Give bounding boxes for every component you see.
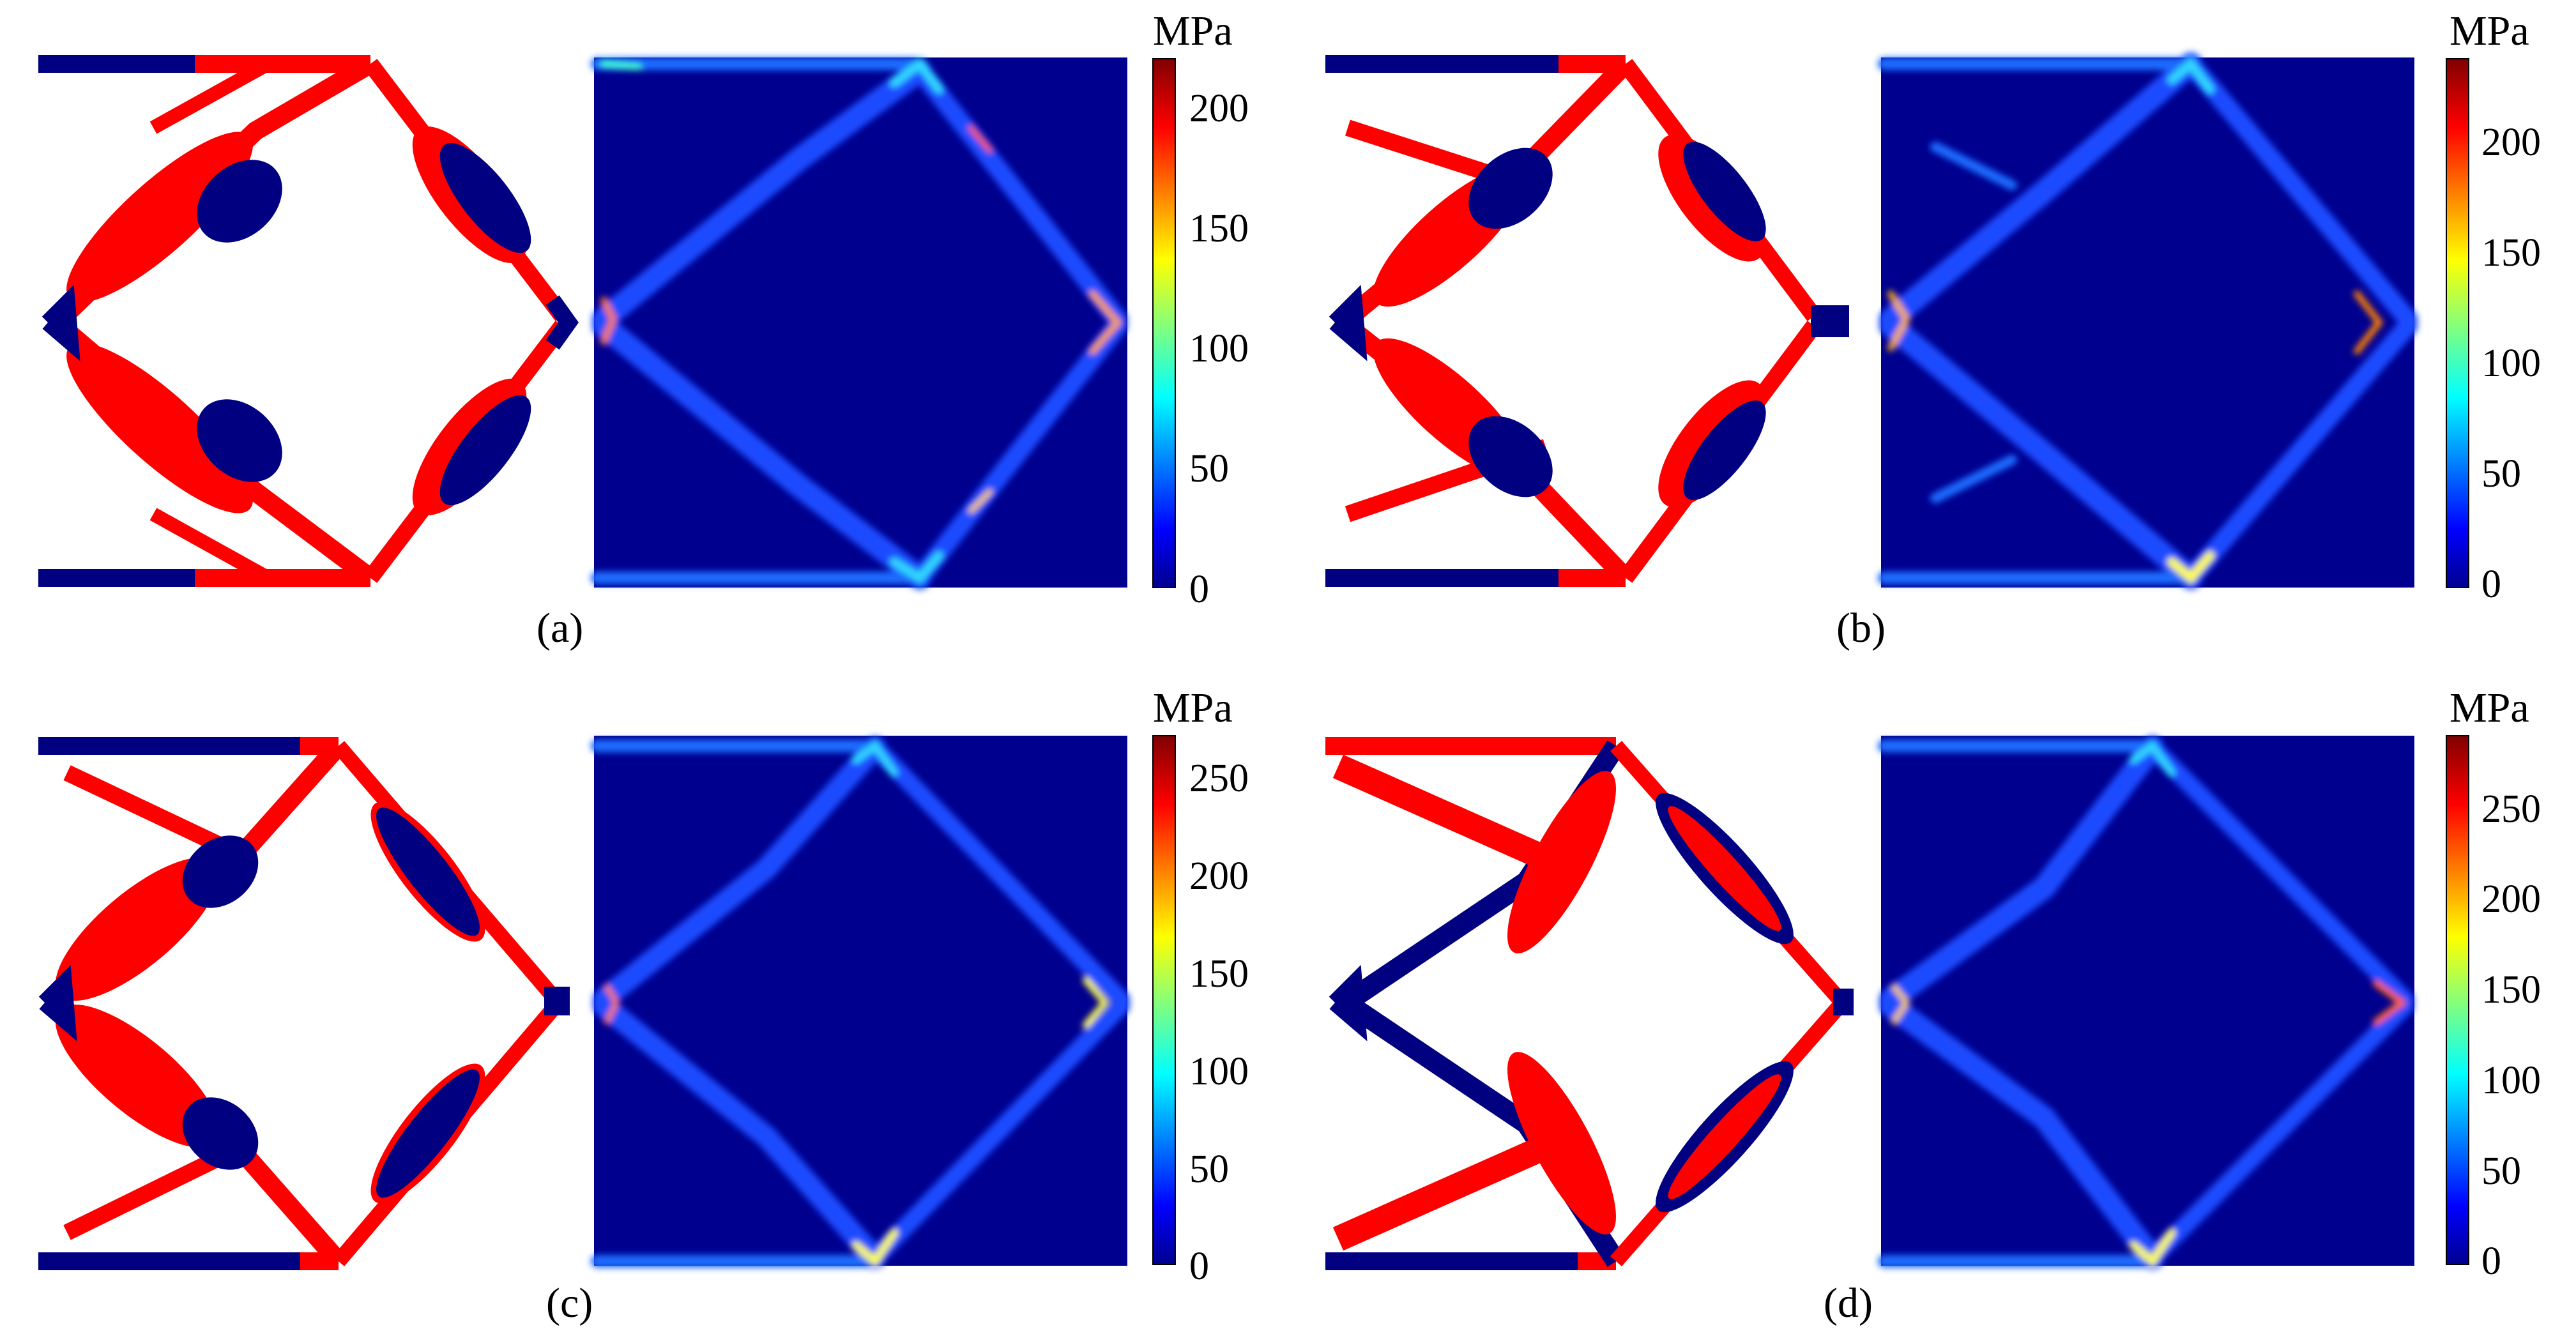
stress-map <box>591 57 1127 589</box>
topology-map <box>1325 55 1849 587</box>
stress-map <box>1878 52 2418 589</box>
colorbar: MPa 0 50 100 150 200 <box>2446 8 2541 606</box>
tick-label: 0 <box>2481 563 2501 606</box>
panel-b: MPa 0 50 100 150 200 (b) <box>1325 8 2541 651</box>
tick-label: 0 <box>1189 1245 1209 1288</box>
colorbar-ticks: 0 50 100 150 200 <box>2481 121 2541 606</box>
tick-label: 250 <box>2481 787 2541 831</box>
panel-caption: (b) <box>1836 605 1886 651</box>
topology-map <box>38 737 570 1270</box>
panel-c: MPa 0 50 100 150 200 250 (c) <box>38 685 1249 1326</box>
panel-caption: (d) <box>1824 1280 1873 1326</box>
tick-label: 200 <box>2481 121 2541 164</box>
colorbar-unit: MPa <box>1153 685 1233 731</box>
stress-map <box>1878 736 2414 1270</box>
tick-label: 200 <box>1189 854 1249 898</box>
topology-map <box>38 55 579 587</box>
tick-label: 50 <box>1189 447 1229 490</box>
panel-caption: (a) <box>537 605 583 651</box>
tick-label: 50 <box>2481 452 2521 496</box>
tick-label: 150 <box>2481 968 2541 1012</box>
tick-label: 150 <box>1189 207 1249 250</box>
tick-label: 200 <box>2481 877 2541 921</box>
colorbar-ticks: 0 50 100 150 200 250 <box>1189 757 1249 1288</box>
tick-label: 100 <box>2481 342 2541 385</box>
tick-label: 50 <box>2481 1150 2521 1193</box>
colorbar-unit: MPa <box>2450 8 2529 54</box>
panel-caption: (c) <box>546 1280 593 1326</box>
colorbar-unit: MPa <box>2450 685 2529 731</box>
colorbar-ticks: 0 50 100 150 200 <box>1189 87 1249 611</box>
colorbar-unit: MPa <box>1153 8 1233 54</box>
colorbar-ticks: 0 50 100 150 200 250 <box>2481 787 2541 1283</box>
panel-d: MPa 0 50 100 150 200 250 (d) <box>1325 685 2541 1326</box>
colorbar: MPa 0 50 100 150 200 250 <box>1152 685 1249 1288</box>
tick-label: 0 <box>1189 568 1209 611</box>
tick-label: 100 <box>1189 1050 1249 1093</box>
tick-label: 100 <box>1189 327 1249 370</box>
stress-map <box>591 736 1130 1269</box>
tick-label: 150 <box>2481 231 2541 275</box>
panel-a: MPa 0 50 100 150 200 (a) <box>38 8 1249 651</box>
colorbar: MPa 0 50 100 150 200 <box>1152 8 1249 611</box>
tick-label: 100 <box>2481 1059 2541 1102</box>
tick-label: 150 <box>1189 952 1249 996</box>
tick-label: 0 <box>2481 1240 2501 1283</box>
colorbar: MPa 0 50 100 150 200 250 <box>2446 685 2541 1283</box>
tick-label: 250 <box>1189 757 1249 800</box>
tick-label: 50 <box>1189 1148 1229 1191</box>
tick-label: 200 <box>1189 87 1249 130</box>
topology-map <box>1325 737 1854 1270</box>
